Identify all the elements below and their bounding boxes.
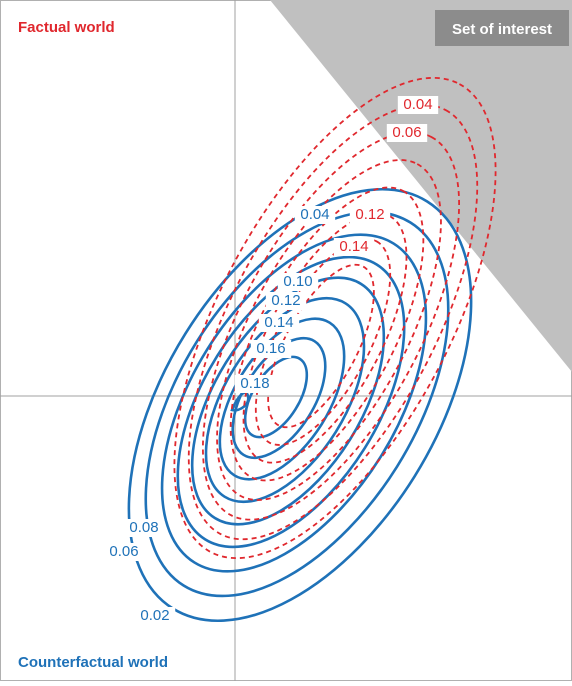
counterfactual-contours [127, 187, 473, 623]
blue-label-0.16-bg [250, 340, 292, 358]
red-label-0.04-bg [397, 96, 439, 114]
blue-contour-7 [218, 317, 346, 481]
blue-contour-4 [176, 255, 406, 549]
blue-label-0.08-bg [123, 519, 165, 537]
blue-contour-3 [160, 233, 428, 573]
blue-label-0.02: 0.02 [140, 607, 169, 624]
red-contour-7 [254, 238, 392, 446]
blue-label-0.10: 0.10 [283, 273, 312, 290]
blue-label-0.16: 0.16 [256, 340, 285, 357]
blue-label-0.18: 0.18 [240, 375, 269, 392]
blue-label-0.14-bg [258, 314, 300, 332]
red-label-0.12: 0.12 [355, 206, 384, 223]
set-of-interest-region [270, 0, 572, 372]
blue-label-0.06-bg [103, 543, 145, 561]
blue-contour-5 [190, 276, 386, 526]
blue-label-0.08: 0.08 [129, 519, 158, 536]
blue-label-0.02-bg [134, 607, 176, 625]
set-of-interest-badge [435, 10, 569, 46]
red-label-0.06: 0.06 [392, 124, 421, 141]
blue-label-0.04: 0.04 [300, 206, 329, 223]
red-label-0.14: 0.14 [339, 238, 368, 255]
red-contour-2 [187, 103, 479, 541]
set-of-interest-label: Set of interest [452, 21, 552, 38]
blue-contour-6 [204, 296, 366, 504]
red-label-0.12-bg [349, 206, 391, 224]
blue-contour-2 [144, 210, 450, 598]
red-label-0.04: 0.04 [403, 96, 432, 113]
blue-label-0.12: 0.12 [271, 292, 300, 309]
red-contour-4 [216, 159, 442, 501]
blue-label-0.12-bg [265, 292, 307, 310]
counterfactual-world-label: Counterfactual world [18, 654, 168, 671]
blue-label-0.04-bg [294, 206, 336, 224]
factual-world-label: Factual world [18, 19, 115, 36]
blue-label-0.06: 0.06 [109, 543, 138, 560]
red-label-0.06-bg [386, 124, 428, 142]
contour-labels: 0.02 0.04 0.06 0.08 0.10 0.12 0.14 0.16 0.18 0.04… [103, 96, 439, 625]
red-contour-1 [173, 76, 497, 560]
red-label-0.14-bg [333, 238, 375, 256]
blue-label-0.18-bg [234, 375, 276, 393]
blue-label-0.10-bg [277, 273, 319, 291]
blue-contour-peak [230, 391, 250, 412]
blue-label-0.14: 0.14 [264, 314, 293, 331]
red-contour-3 [202, 131, 460, 521]
